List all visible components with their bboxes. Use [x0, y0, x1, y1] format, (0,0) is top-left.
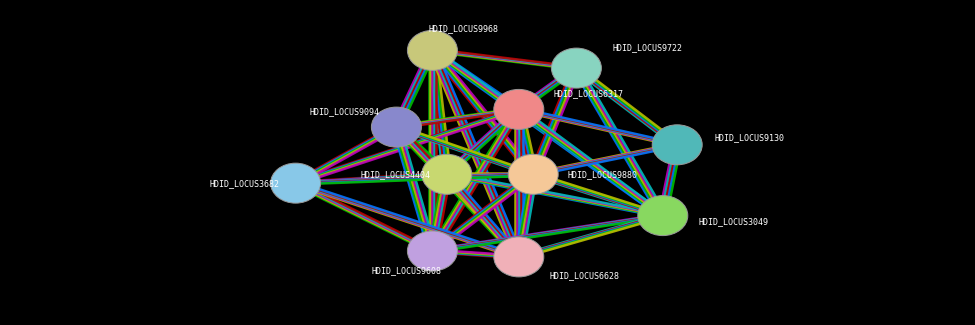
Text: HDID_LOCUS9094: HDID_LOCUS9094	[310, 107, 380, 116]
Ellipse shape	[638, 196, 687, 236]
Text: HDID_LOCUS9880: HDID_LOCUS9880	[567, 170, 638, 179]
Ellipse shape	[408, 231, 457, 271]
Ellipse shape	[422, 154, 472, 194]
Text: HDID_LOCUS3682: HDID_LOCUS3682	[210, 179, 279, 188]
Ellipse shape	[508, 154, 559, 194]
Text: HDID_LOCUS6317: HDID_LOCUS6317	[554, 89, 623, 98]
Ellipse shape	[271, 163, 321, 203]
Text: HDID_LOCUS3049: HDID_LOCUS3049	[699, 217, 769, 226]
Text: HDID_LOCUS9608: HDID_LOCUS9608	[371, 266, 442, 275]
Text: HDID_LOCUS6628: HDID_LOCUS6628	[549, 271, 619, 280]
Text: HDID_LOCUS9968: HDID_LOCUS9968	[429, 24, 499, 33]
Ellipse shape	[371, 107, 421, 147]
Ellipse shape	[652, 125, 702, 165]
Ellipse shape	[493, 237, 544, 277]
Ellipse shape	[408, 31, 457, 71]
Text: HDID_LOCUS9722: HDID_LOCUS9722	[612, 43, 682, 52]
Ellipse shape	[552, 48, 602, 88]
Ellipse shape	[493, 89, 544, 129]
Text: HDID_LOCUS9130: HDID_LOCUS9130	[715, 133, 785, 142]
Text: HDID_LOCUS4404: HDID_LOCUS4404	[361, 170, 430, 179]
